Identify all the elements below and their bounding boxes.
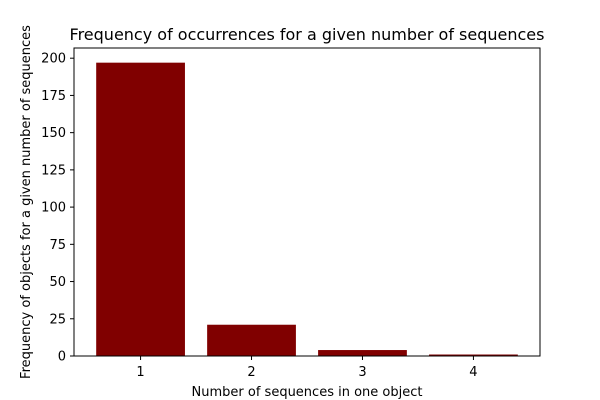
chart-title: Frequency of occurrences for a given num… (70, 25, 545, 44)
y-tick-label: 175 (41, 89, 66, 104)
x-axis-label: Number of sequences in one object (192, 385, 423, 400)
y-tick-label: 150 (41, 126, 66, 141)
y-tick-label: 100 (41, 201, 66, 216)
x-tick-label: 3 (358, 365, 366, 380)
bars (96, 62, 518, 357)
x-tick-label: 1 (136, 365, 144, 380)
y-tick-label: 200 (41, 52, 66, 67)
bar-4 (429, 354, 518, 356)
y-tick-label: 25 (49, 312, 66, 327)
x-axis-ticks: 1 2 3 4 (136, 356, 478, 380)
y-tick-label: 125 (41, 163, 66, 178)
y-tick-label: 75 (49, 238, 66, 253)
x-tick-label: 2 (247, 365, 255, 380)
plot-frame (73, 47, 541, 357)
x-tick-label: 4 (469, 365, 477, 380)
y-axis-label: Frequency of objects for a given number … (19, 25, 34, 379)
y-tick-label: 50 (49, 275, 66, 290)
bar-1 (96, 62, 185, 357)
bar-3 (318, 350, 407, 356)
y-axis-ticks: 0 25 50 75 100 125 150 175 200 (41, 52, 74, 365)
y-tick-label: 0 (58, 350, 66, 365)
bar-2 (207, 324, 296, 356)
